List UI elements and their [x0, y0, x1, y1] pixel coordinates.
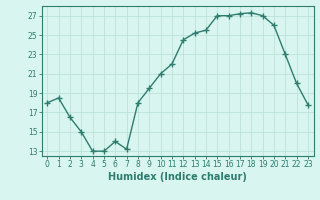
X-axis label: Humidex (Indice chaleur): Humidex (Indice chaleur) [108, 172, 247, 182]
